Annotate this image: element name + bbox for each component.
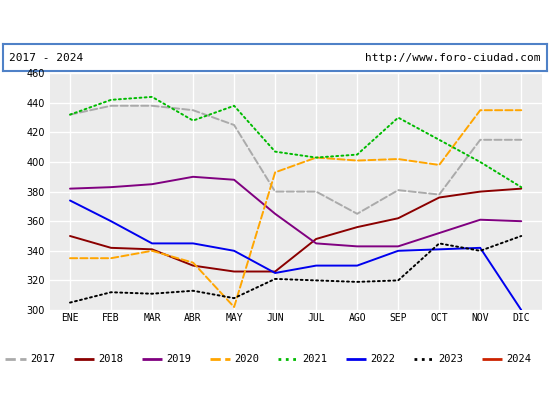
- Text: 2022: 2022: [371, 354, 395, 364]
- Text: 2017: 2017: [30, 354, 55, 364]
- Text: http://www.foro-ciudad.com: http://www.foro-ciudad.com: [365, 53, 541, 63]
- Text: 2019: 2019: [166, 354, 191, 364]
- Text: 2024: 2024: [507, 354, 532, 364]
- Text: Evolucion del paro registrado en Soto del Real: Evolucion del paro registrado en Soto de…: [82, 14, 468, 28]
- Text: 2018: 2018: [98, 354, 123, 364]
- Text: 2021: 2021: [302, 354, 327, 364]
- Text: 2017 - 2024: 2017 - 2024: [9, 53, 84, 63]
- Text: 2023: 2023: [438, 354, 464, 364]
- Text: 2020: 2020: [234, 354, 260, 364]
